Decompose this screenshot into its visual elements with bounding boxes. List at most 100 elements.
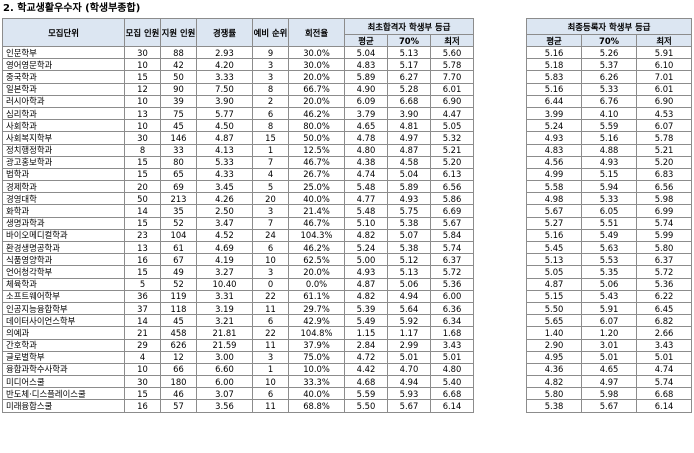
gap bbox=[473, 351, 528, 364]
enroll-low: 6.82 bbox=[636, 314, 693, 328]
pass-avg: 4.83 bbox=[344, 58, 388, 72]
gap bbox=[473, 95, 528, 108]
recruit-count: 10 bbox=[124, 94, 161, 108]
waiting-rank: 7 bbox=[252, 155, 289, 169]
competition-ratio: 3.07 bbox=[196, 387, 253, 401]
table-row: 환경생명공학과 13 61 4.69 6 46.2% 5.24 5.38 5.74 5.45 5.6… bbox=[2, 240, 693, 255]
pass-avg: 5.10 bbox=[344, 216, 388, 230]
unit-name: 심리학과 bbox=[2, 106, 125, 121]
header-roundrate: 회전율 bbox=[288, 18, 345, 47]
table-row: 바이오메디컬학과 23 104 4.52 24 104.3% 4.82 5.07 5.84 5.1… bbox=[2, 228, 693, 243]
enroll-low: 5.74 bbox=[636, 375, 693, 389]
header-pass-avg: 평균 bbox=[344, 34, 388, 47]
enroll-low: 5.74 bbox=[636, 216, 693, 230]
enroll-70: 5.15 bbox=[581, 167, 638, 182]
waiting-rank: 6 bbox=[252, 106, 289, 121]
pass-70: 4.93 bbox=[387, 192, 431, 206]
unit-name: 융합과학수사학과 bbox=[2, 362, 125, 377]
pass-70: 6.27 bbox=[387, 70, 431, 84]
pass-avg: 4.78 bbox=[344, 131, 388, 145]
waiting-rank: 24 bbox=[252, 228, 289, 243]
pass-low: 6.36 bbox=[429, 301, 475, 316]
rotation-rate: 30.0% bbox=[288, 58, 345, 72]
table-row: 체육학과 5 52 10.40 0 0.0% 4.87 5.06 5.36 4.87 5.06 5.3… bbox=[2, 277, 693, 291]
gap bbox=[473, 144, 528, 157]
pass-low: 5.21 bbox=[429, 143, 475, 157]
table-row: 정치행정학과 8 33 4.13 1 12.5% 4.80 4.87 5.21 4.83 4.88 5… bbox=[2, 143, 693, 157]
enroll-70: 4.65 bbox=[581, 362, 638, 377]
competition-ratio: 3.27 bbox=[196, 265, 253, 279]
enroll-avg: 5.67 bbox=[526, 204, 583, 218]
gap bbox=[473, 253, 528, 266]
pass-avg: 4.72 bbox=[344, 350, 388, 364]
pass-low: 5.20 bbox=[429, 155, 475, 169]
enroll-avg: 3.99 bbox=[526, 106, 583, 121]
enroll-70: 4.97 bbox=[581, 375, 638, 389]
competition-ratio: 2.50 bbox=[196, 204, 253, 218]
enroll-low: 6.83 bbox=[636, 167, 693, 182]
table-row: 일본학과 12 90 7.50 8 66.7% 4.90 5.28 6.01 5.16 5.33 6.… bbox=[2, 82, 693, 96]
recruit-count: 4 bbox=[124, 350, 161, 364]
table-row: 생명과학과 15 52 3.47 7 46.7% 5.10 5.38 5.67 5.27 5.51 5… bbox=[2, 216, 693, 230]
gap bbox=[473, 192, 528, 205]
pass-low: 1.68 bbox=[429, 326, 475, 340]
recruit-count: 5 bbox=[124, 277, 161, 291]
enroll-low: 3.43 bbox=[636, 338, 693, 352]
waiting-rank: 7 bbox=[252, 216, 289, 230]
enroll-low: 5.78 bbox=[636, 131, 693, 145]
gap bbox=[473, 46, 528, 59]
table-row: 심리학과 13 75 5.77 6 46.2% 3.79 3.90 4.47 3.99 4.10 4.… bbox=[2, 106, 693, 121]
waiting-rank: 5 bbox=[252, 180, 289, 194]
recruit-count: 10 bbox=[124, 362, 161, 377]
competition-ratio: 6.60 bbox=[196, 362, 253, 377]
gap bbox=[473, 241, 528, 254]
pass-70: 5.01 bbox=[387, 350, 431, 364]
enroll-avg: 4.82 bbox=[526, 375, 583, 389]
header-waiting: 예비 순위 bbox=[252, 18, 289, 47]
unit-name: 사회학과 bbox=[2, 119, 125, 133]
apply-count: 104 bbox=[160, 228, 197, 243]
admission-results-table: 모집단위 모집 인원 지원 인원 경쟁률 예비 순위 회전율 최초합격자 학생부… bbox=[2, 18, 693, 413]
recruit-count: 15 bbox=[124, 216, 161, 230]
unit-name: 인문학부 bbox=[2, 45, 125, 60]
recruit-count: 30 bbox=[124, 375, 161, 389]
enroll-low: 6.68 bbox=[636, 387, 693, 401]
waiting-rank: 22 bbox=[252, 326, 289, 340]
header-recruit: 모집 인원 bbox=[124, 18, 161, 47]
pass-70: 5.92 bbox=[387, 314, 431, 328]
pass-avg: 4.42 bbox=[344, 362, 388, 377]
enroll-70: 5.63 bbox=[581, 240, 638, 255]
gap bbox=[473, 399, 528, 413]
unit-name: 글로벌학부 bbox=[2, 350, 125, 364]
gap bbox=[473, 58, 528, 71]
pass-avg: 5.89 bbox=[344, 70, 388, 84]
enroll-low: 6.22 bbox=[636, 289, 693, 303]
section-title: 2. 학교생활우수자 (학생부종합) bbox=[3, 3, 141, 14]
unit-name: 생명과학과 bbox=[2, 216, 125, 230]
enroll-low: 6.10 bbox=[636, 58, 693, 72]
header-final-pass: 최초합격자 학생부 등급 bbox=[343, 18, 475, 35]
enroll-low: 4.74 bbox=[636, 362, 693, 377]
competition-ratio: 4.19 bbox=[196, 253, 253, 267]
unit-name: 정치행정학과 bbox=[2, 143, 125, 157]
pass-low: 6.34 bbox=[429, 314, 475, 328]
pass-avg: 4.68 bbox=[344, 375, 388, 389]
enroll-avg: 4.56 bbox=[526, 155, 583, 169]
enroll-avg: 5.16 bbox=[526, 45, 583, 60]
rotation-rate: 21.4% bbox=[288, 204, 345, 218]
competition-ratio: 7.50 bbox=[196, 82, 253, 96]
competition-ratio: 5.77 bbox=[196, 106, 253, 121]
enroll-70: 6.76 bbox=[581, 94, 638, 108]
pass-70: 5.13 bbox=[387, 45, 431, 60]
enroll-70: 5.43 bbox=[581, 289, 638, 303]
rotation-rate: 26.7% bbox=[288, 167, 345, 182]
table-row: 사회학과 10 45 4.50 8 80.0% 4.65 4.81 5.05 5.24 5.59 6.… bbox=[2, 119, 693, 133]
table-row: 데이터사이언스학부 14 45 3.21 6 42.9% 5.49 5.92 6.34 5.65 6… bbox=[2, 314, 693, 328]
rotation-rate: 20.0% bbox=[288, 70, 345, 84]
rotation-rate: 30.0% bbox=[288, 45, 345, 60]
pass-70: 5.38 bbox=[387, 240, 431, 255]
table-row: 광고홍보학과 15 80 5.33 7 46.7% 4.38 4.58 5.20 4.56 4.93… bbox=[2, 155, 693, 169]
enroll-avg: 5.27 bbox=[526, 216, 583, 230]
enroll-70: 6.05 bbox=[581, 204, 638, 218]
enroll-avg: 1.40 bbox=[526, 326, 583, 340]
